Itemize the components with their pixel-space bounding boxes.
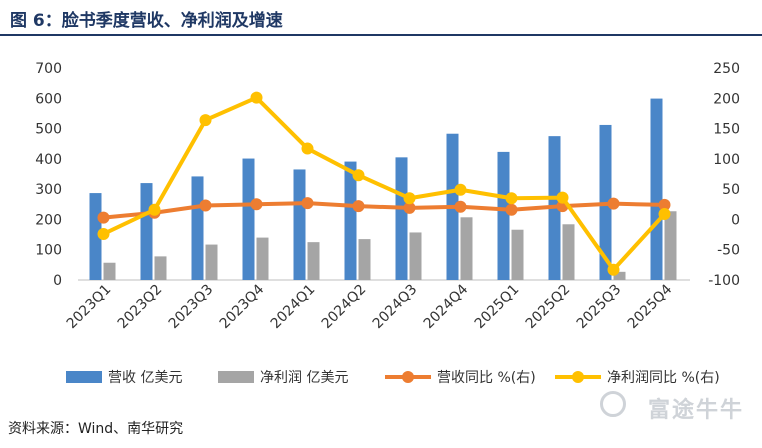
profit-yoy-point xyxy=(505,192,518,205)
y-right-tick-label: 200 xyxy=(713,91,740,107)
revenue-bar xyxy=(650,98,663,281)
profit-bar xyxy=(613,271,626,280)
legend-swatch-0 xyxy=(66,371,102,383)
y-left-tick-label: 700 xyxy=(35,61,62,77)
legend-label-3: 净利润同比 %(右) xyxy=(607,370,720,386)
profit-yoy-point xyxy=(250,91,263,104)
revenue-bar xyxy=(344,161,357,280)
revenue-yoy-point xyxy=(403,201,416,214)
y-left-tick-label: 0 xyxy=(53,273,62,289)
profit-bar xyxy=(664,211,677,280)
legend-marker-2 xyxy=(402,371,414,383)
profit-bar xyxy=(562,224,575,280)
profit-yoy-point xyxy=(403,192,416,205)
x-tick-label: 2024Q3 xyxy=(370,282,421,333)
revenue-bar xyxy=(191,176,204,280)
y-left-tick-label: 600 xyxy=(35,91,62,107)
x-tick-label: 2023Q1 xyxy=(64,282,115,333)
profit-yoy-point xyxy=(199,114,212,127)
revenue-bar xyxy=(242,158,255,280)
profit-bar xyxy=(256,237,269,280)
y-right-tick-label: -100 xyxy=(708,273,740,289)
profit-yoy-point xyxy=(658,207,671,220)
profit-yoy-line xyxy=(102,95,666,272)
x-tick-label: 2023Q2 xyxy=(115,282,166,333)
y-left-tick-label: 200 xyxy=(35,212,62,228)
revenue-yoy-point xyxy=(352,200,365,213)
y-right-tick-label: 50 xyxy=(722,182,740,198)
profit-yoy-point xyxy=(97,227,110,240)
profit-yoy-point xyxy=(556,191,569,204)
watermark: 富途牛牛 xyxy=(647,398,744,423)
revenue-yoy-point xyxy=(607,197,620,210)
profit-bar xyxy=(460,217,473,280)
x-tick-label: 2024Q1 xyxy=(268,282,319,333)
x-tick-label: 2023Q4 xyxy=(217,281,268,332)
x-tick-label: 2024Q2 xyxy=(319,282,370,333)
y-right-tick-label: 0 xyxy=(731,212,740,228)
profit-yoy-point xyxy=(301,142,314,155)
legend-label-1: 净利润 亿美元 xyxy=(260,370,348,386)
revenue-yoy-point xyxy=(658,198,671,211)
y-left-tick-label: 300 xyxy=(35,182,62,198)
revenue-yoy-point xyxy=(301,197,314,210)
profit-bar xyxy=(511,229,524,280)
legend-label-2: 营收同比 %(右) xyxy=(437,370,536,386)
revenue-yoy-line xyxy=(103,201,665,220)
revenue-yoy-point xyxy=(250,198,263,211)
source-note: 资料来源：Wind、南华研究 xyxy=(8,421,184,437)
revenue-yoy-point xyxy=(199,199,212,212)
profit-bar xyxy=(103,262,116,280)
combo-chart: 0 100 200 300 400 500 600 700 -100 -50 0 50 100 150 20… xyxy=(35,61,740,386)
y-right-tick-label: 100 xyxy=(713,152,740,168)
revenue-bar xyxy=(140,183,153,280)
revenue-yoy-point xyxy=(97,211,110,224)
watermark-logo-icon xyxy=(600,391,626,417)
y-right-tick-label: -50 xyxy=(717,243,740,259)
x-tick-label: 2025Q3 xyxy=(574,282,625,333)
revenue-bar xyxy=(395,157,408,280)
x-tick-label: 2025Q2 xyxy=(523,282,574,333)
x-tick-label: 2025Q1 xyxy=(472,282,523,333)
profit-bar xyxy=(154,256,167,280)
profit-bar xyxy=(307,242,320,280)
profit-bar xyxy=(205,244,218,280)
y-left-tick-label: 100 xyxy=(35,243,62,259)
y-left-tick-label: 400 xyxy=(35,152,62,168)
revenue-bar xyxy=(497,151,510,280)
legend-swatch-1 xyxy=(218,371,254,383)
y-right-tick-label: 150 xyxy=(713,122,740,138)
profit-yoy-point xyxy=(454,183,467,196)
profit-bar xyxy=(409,232,422,280)
y-right-tick-label: 250 xyxy=(713,61,740,77)
x-tick-label: 2025Q4 xyxy=(625,281,676,332)
profit-yoy-point xyxy=(607,263,620,276)
y-left-tick-label: 500 xyxy=(35,122,62,138)
revenue-bar xyxy=(293,169,306,280)
x-tick-label: 2023Q3 xyxy=(166,282,217,333)
profit-yoy-point xyxy=(352,169,365,182)
x-tick-label: 2024Q4 xyxy=(421,281,472,332)
revenue-yoy-point xyxy=(454,200,467,213)
profit-bar xyxy=(358,239,371,280)
revenue-yoy-point xyxy=(505,203,518,216)
page-title: 图 6：脸书季度营收、净利润及增速 xyxy=(10,11,283,31)
legend-marker-3 xyxy=(572,371,584,383)
title-bar: 图 6：脸书季度营收、净利润及增速 xyxy=(0,0,762,36)
legend-label-0: 营收 亿美元 xyxy=(108,370,182,386)
profit-yoy-point xyxy=(148,203,161,216)
